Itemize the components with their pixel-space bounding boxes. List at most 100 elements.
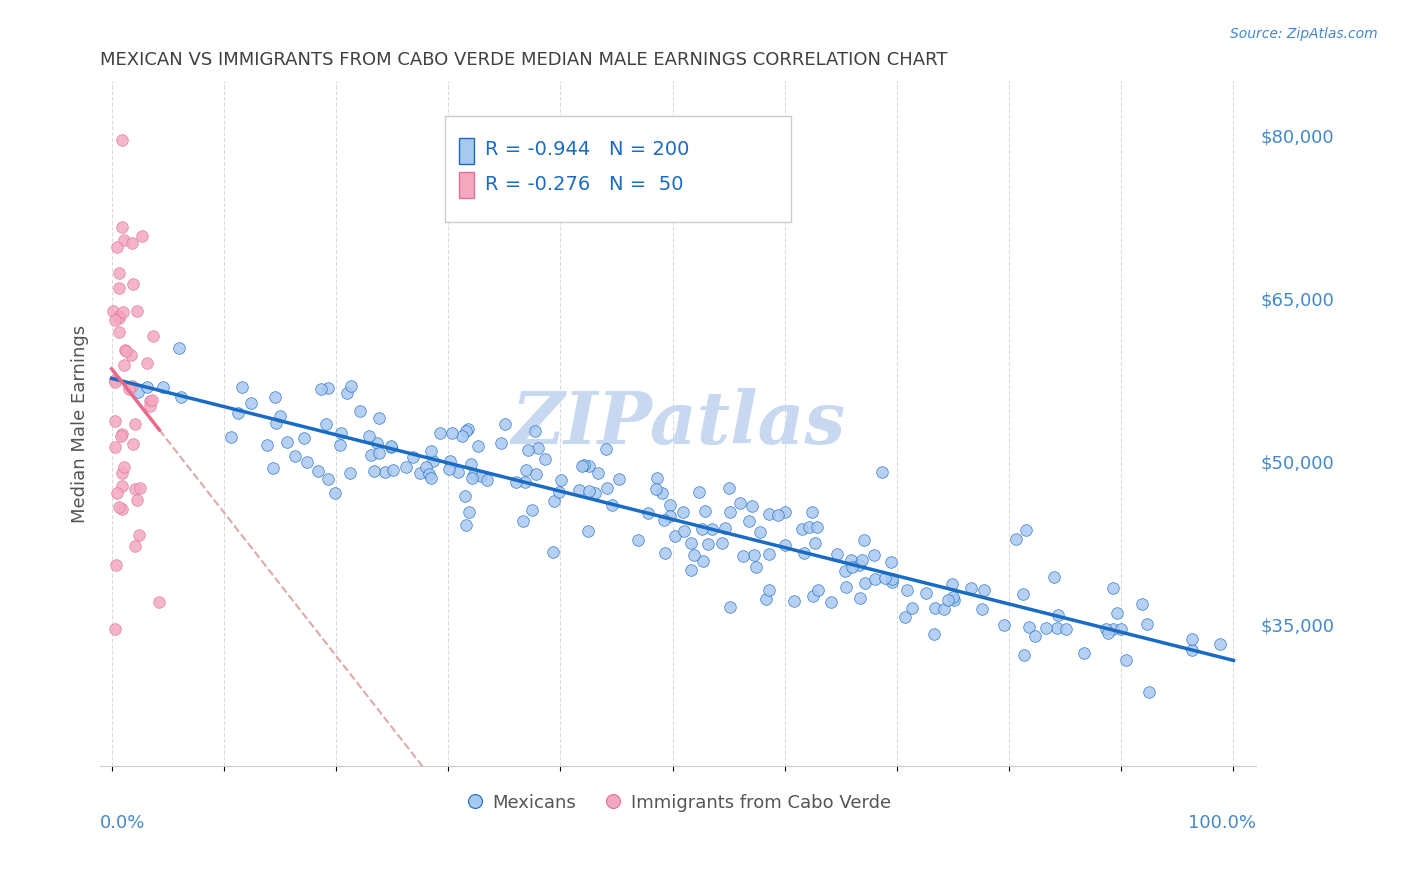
Text: 100.0%: 100.0% <box>1188 814 1256 832</box>
Point <box>240 395 263 409</box>
Point <box>775 538 797 552</box>
Point <box>550 473 572 487</box>
Point <box>714 521 737 535</box>
Point <box>853 575 876 590</box>
Point <box>880 575 903 590</box>
Point <box>1018 619 1040 633</box>
Point <box>111 133 134 147</box>
Point <box>1054 622 1077 636</box>
Point <box>880 572 903 586</box>
Point <box>600 499 623 513</box>
Point <box>596 481 619 495</box>
Point <box>524 424 547 438</box>
Point <box>104 414 127 428</box>
Point <box>1043 569 1066 583</box>
Point <box>718 599 741 614</box>
Point <box>439 454 461 468</box>
Point <box>264 416 287 430</box>
Point <box>457 422 479 436</box>
Point <box>738 514 761 528</box>
Point <box>651 485 673 500</box>
Point <box>262 461 284 475</box>
Point <box>125 304 148 318</box>
Point <box>862 549 884 563</box>
Point <box>915 586 938 600</box>
Point <box>578 459 600 474</box>
Point <box>315 417 337 431</box>
Text: R = -0.944   N = 200: R = -0.944 N = 200 <box>485 140 689 160</box>
Point <box>127 493 149 508</box>
Point <box>993 617 1015 632</box>
Point <box>851 552 873 566</box>
Point <box>475 473 498 487</box>
Point <box>323 486 346 500</box>
Point <box>1137 684 1160 698</box>
Point <box>142 328 165 343</box>
Point <box>264 390 287 404</box>
Point <box>893 610 915 624</box>
Point <box>942 590 965 604</box>
Point <box>825 548 848 562</box>
Text: 0.0%: 0.0% <box>100 814 146 832</box>
Point <box>1209 637 1232 651</box>
Point <box>120 348 142 362</box>
Point <box>114 343 136 357</box>
Point <box>104 375 127 389</box>
Point <box>853 533 876 548</box>
Point <box>534 451 557 466</box>
Point <box>128 528 150 542</box>
Point <box>870 465 893 479</box>
Point <box>924 600 946 615</box>
Point <box>583 486 606 500</box>
Point <box>755 591 778 606</box>
Point <box>515 463 537 477</box>
Point <box>936 593 959 607</box>
Text: ZIPatlas: ZIPatlas <box>510 388 845 459</box>
Point <box>112 358 135 372</box>
Text: MEXICAN VS IMMIGRANTS FROM CABO VERDE MEDIAN MALE EARNINGS CORRELATION CHART: MEXICAN VS IMMIGRANTS FROM CABO VERDE ME… <box>100 51 948 69</box>
Point <box>221 429 243 443</box>
Point <box>108 309 131 323</box>
Point <box>429 426 451 441</box>
Point <box>865 572 887 586</box>
Point <box>697 537 720 551</box>
Point <box>148 595 170 609</box>
Point <box>1181 632 1204 646</box>
Point <box>420 471 443 485</box>
Point <box>402 450 425 464</box>
Point <box>1181 643 1204 657</box>
Point <box>395 460 418 475</box>
Point <box>820 594 842 608</box>
Point <box>316 472 339 486</box>
Point <box>572 458 595 473</box>
Point <box>124 417 146 431</box>
Point <box>112 305 135 319</box>
Point <box>1012 648 1035 662</box>
Point <box>922 627 945 641</box>
Point <box>1015 523 1038 537</box>
Point <box>576 524 599 538</box>
Point <box>129 481 152 495</box>
Point <box>1109 622 1132 636</box>
Point <box>122 277 145 291</box>
Point <box>316 381 339 395</box>
Point <box>683 548 706 562</box>
FancyBboxPatch shape <box>444 116 792 222</box>
Point <box>368 411 391 425</box>
Point <box>1046 621 1069 635</box>
Point <box>367 446 389 460</box>
Point <box>681 563 703 577</box>
Point <box>626 533 648 547</box>
Point <box>1046 607 1069 622</box>
Point <box>108 309 131 323</box>
Point <box>652 513 675 527</box>
Point <box>437 462 460 476</box>
Point <box>645 471 668 485</box>
Point <box>374 466 396 480</box>
Point <box>451 429 474 443</box>
Point <box>311 382 333 396</box>
Point <box>276 435 298 450</box>
Point <box>141 393 163 408</box>
Point <box>520 503 543 517</box>
Point <box>121 379 143 393</box>
